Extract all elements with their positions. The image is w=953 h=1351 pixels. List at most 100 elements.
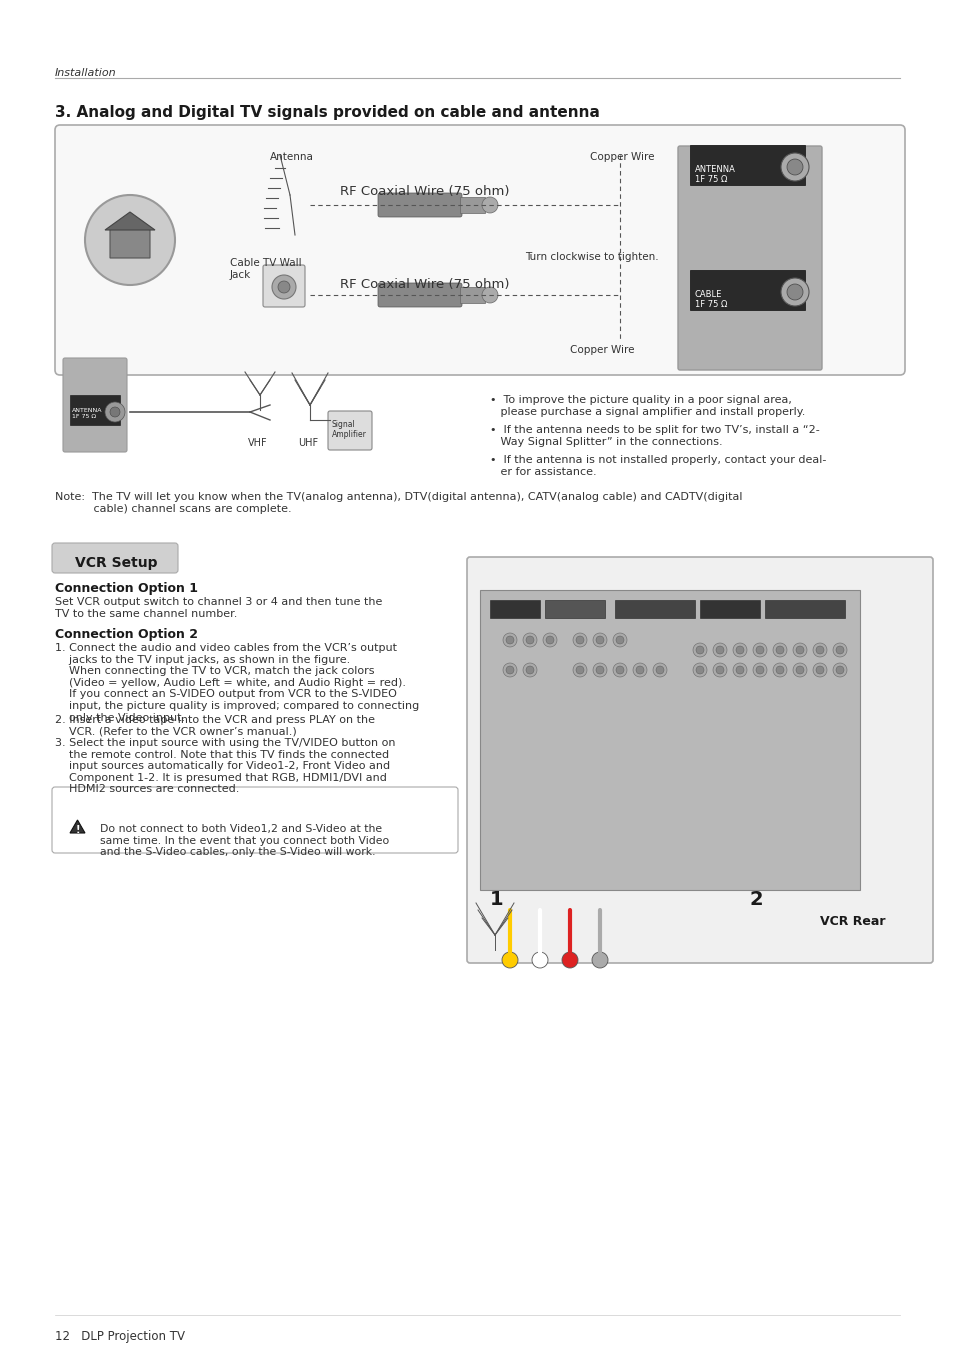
Text: VHF: VHF	[248, 438, 268, 449]
Circle shape	[525, 666, 534, 674]
Circle shape	[815, 646, 823, 654]
Circle shape	[522, 634, 537, 647]
FancyBboxPatch shape	[52, 543, 178, 573]
Circle shape	[755, 646, 763, 654]
Circle shape	[633, 663, 646, 677]
Circle shape	[481, 197, 497, 213]
Circle shape	[542, 634, 557, 647]
Circle shape	[692, 643, 706, 657]
Circle shape	[835, 646, 843, 654]
Circle shape	[795, 666, 803, 674]
Text: VCR Rear: VCR Rear	[820, 915, 884, 928]
Circle shape	[732, 663, 746, 677]
FancyBboxPatch shape	[678, 146, 821, 370]
Circle shape	[656, 666, 663, 674]
Bar	[544, 600, 604, 617]
Circle shape	[105, 403, 125, 422]
Circle shape	[272, 276, 295, 299]
Circle shape	[812, 663, 826, 677]
Circle shape	[636, 666, 643, 674]
Circle shape	[576, 636, 583, 644]
Circle shape	[735, 646, 743, 654]
FancyBboxPatch shape	[328, 411, 372, 450]
Circle shape	[652, 663, 666, 677]
Circle shape	[712, 643, 726, 657]
FancyBboxPatch shape	[55, 126, 904, 376]
Text: Set VCR output switch to channel 3 or 4 and then tune the
TV to the same channel: Set VCR output switch to channel 3 or 4 …	[55, 597, 382, 619]
Circle shape	[752, 643, 766, 657]
Circle shape	[772, 663, 786, 677]
Circle shape	[835, 666, 843, 674]
Text: 1. Connect the audio and video cables from the VCR’s output
    jacks to the TV : 1. Connect the audio and video cables fr…	[55, 643, 418, 723]
Circle shape	[712, 663, 726, 677]
Bar	[459, 286, 484, 303]
Text: Connection Option 1: Connection Option 1	[55, 582, 198, 594]
Bar	[479, 590, 859, 890]
Circle shape	[613, 634, 626, 647]
Polygon shape	[70, 820, 85, 834]
Circle shape	[696, 666, 703, 674]
Text: Do not connect to both Video1,2 and S-Video at the
same time. In the event that : Do not connect to both Video1,2 and S-Vi…	[100, 824, 389, 857]
Bar	[764, 600, 844, 617]
Circle shape	[501, 952, 517, 969]
Text: Cable TV Wall
Jack: Cable TV Wall Jack	[230, 258, 301, 280]
Circle shape	[795, 646, 803, 654]
Text: •  If the antenna is not installed properly, contact your deal-
   er for assist: • If the antenna is not installed proper…	[490, 455, 825, 477]
Circle shape	[502, 663, 517, 677]
Bar	[459, 197, 484, 213]
Circle shape	[716, 666, 723, 674]
Circle shape	[716, 646, 723, 654]
Circle shape	[573, 663, 586, 677]
Bar	[615, 600, 695, 617]
Text: Copper Wire: Copper Wire	[589, 153, 654, 162]
Polygon shape	[110, 218, 150, 258]
Circle shape	[525, 636, 534, 644]
Circle shape	[775, 666, 783, 674]
Circle shape	[596, 666, 603, 674]
Circle shape	[832, 643, 846, 657]
Circle shape	[781, 278, 808, 305]
Text: ANTENNA
1F 75 Ω: ANTENNA 1F 75 Ω	[71, 408, 102, 419]
Circle shape	[532, 952, 547, 969]
Text: 2. Insert a video tape into the VCR and press PLAY on the
    VCR. (Refer to the: 2. Insert a video tape into the VCR and …	[55, 715, 375, 736]
Text: Signal
Amplifier: Signal Amplifier	[332, 420, 367, 439]
Text: •  If the antenna needs to be split for two TV’s, install a “2-
   Way Signal Sp: • If the antenna needs to be split for t…	[490, 426, 819, 447]
Text: ANTENNA
1F 75 Ω: ANTENNA 1F 75 Ω	[695, 165, 735, 184]
Circle shape	[613, 663, 626, 677]
Text: Installation: Installation	[55, 68, 116, 78]
Bar	[490, 600, 539, 617]
Text: 12   DLP Projection TV: 12 DLP Projection TV	[55, 1329, 185, 1343]
Text: !: !	[75, 825, 80, 835]
Polygon shape	[105, 212, 154, 230]
FancyBboxPatch shape	[467, 557, 932, 963]
Circle shape	[786, 284, 802, 300]
Circle shape	[561, 952, 578, 969]
Text: RF Coaxial Wire (75 ohm): RF Coaxial Wire (75 ohm)	[339, 185, 509, 199]
Circle shape	[775, 646, 783, 654]
FancyBboxPatch shape	[52, 788, 457, 852]
Circle shape	[592, 952, 607, 969]
Circle shape	[616, 636, 623, 644]
Circle shape	[812, 643, 826, 657]
Text: •  To improve the picture quality in a poor signal area,
   please purchase a si: • To improve the picture quality in a po…	[490, 394, 804, 416]
Circle shape	[735, 666, 743, 674]
Circle shape	[792, 663, 806, 677]
Circle shape	[593, 663, 606, 677]
Bar	[700, 600, 760, 617]
Circle shape	[786, 159, 802, 176]
Bar	[689, 145, 804, 185]
Text: Connection Option 2: Connection Option 2	[55, 628, 198, 640]
Circle shape	[110, 407, 120, 417]
Circle shape	[692, 663, 706, 677]
Text: VCR Setup: VCR Setup	[75, 557, 157, 570]
Text: 3. Analog and Digital TV signals provided on cable and antenna: 3. Analog and Digital TV signals provide…	[55, 105, 599, 120]
Circle shape	[545, 636, 554, 644]
Circle shape	[696, 646, 703, 654]
Text: 2: 2	[749, 890, 762, 909]
Circle shape	[616, 666, 623, 674]
Text: 3. Select the input source with using the TV/VIDEO button on
    the remote cont: 3. Select the input source with using th…	[55, 738, 395, 794]
Text: Copper Wire: Copper Wire	[569, 345, 634, 355]
Text: Note:  The TV will let you know when the TV(analog antenna), DTV(digital antenna: Note: The TV will let you know when the …	[55, 492, 741, 513]
Circle shape	[593, 634, 606, 647]
FancyBboxPatch shape	[377, 282, 461, 307]
